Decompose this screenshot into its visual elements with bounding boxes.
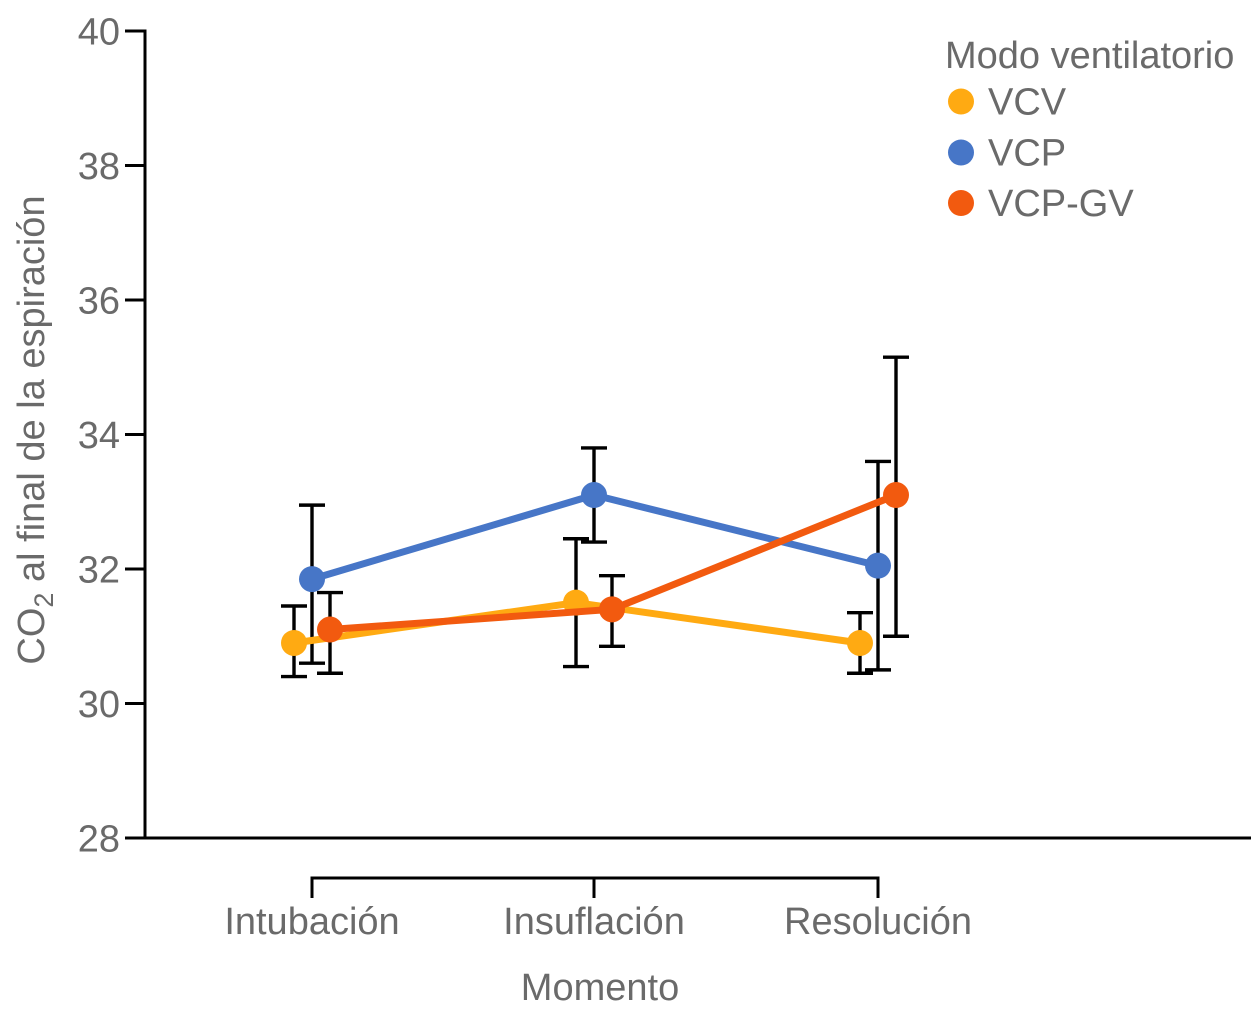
series-marker-VCP-1: [581, 482, 607, 509]
series-marker-VCP-2: [865, 552, 891, 579]
y-tick-label: 36: [78, 281, 120, 323]
legend-label-VCV: VCV: [988, 82, 1067, 124]
legend-swatch-VCP-GV: [948, 190, 974, 216]
legend: Modo ventilatorio VCV VCP VCP-GV: [945, 35, 1234, 225]
y-tick-label: 40: [78, 12, 120, 54]
legend-label-VCP: VCP: [988, 133, 1066, 175]
y-tick-label: 34: [78, 415, 120, 457]
series-marker-VCV-2: [847, 629, 873, 656]
category-label-2: Resolución: [784, 901, 972, 943]
series-marker-VCP-GV-1: [599, 596, 625, 623]
category-label-1: Insuflación: [503, 901, 685, 943]
legend-swatch-VCP: [948, 139, 974, 166]
legend-item-VCV: VCV: [948, 82, 1067, 124]
x-axis-title: Momento: [521, 967, 679, 1009]
legend-title: Modo ventilatorio: [945, 35, 1234, 77]
y-tick-label: 28: [78, 819, 120, 861]
legend-item-VCP: VCP: [948, 133, 1066, 175]
legend-label-VCP-GV: VCP-GV: [988, 183, 1134, 225]
y-axis-title: CO2 al final de la espiración: [11, 195, 59, 664]
series-marker-VCV-0: [281, 629, 307, 656]
y-tick-label: 32: [78, 550, 120, 592]
series-marker-VCP-GV-2: [883, 482, 909, 509]
y-tick-label: 38: [78, 146, 120, 188]
category-axis-bracket: [310, 876, 880, 898]
legend-swatch-VCV: [948, 88, 974, 115]
series-marker-VCP-GV-0: [317, 616, 343, 643]
category-label-0: Intubación: [224, 901, 399, 943]
series-marker-VCP-0: [299, 566, 325, 593]
legend-item-VCP-GV: VCP-GV: [948, 183, 1134, 225]
y-tick-label: 30: [78, 684, 120, 726]
